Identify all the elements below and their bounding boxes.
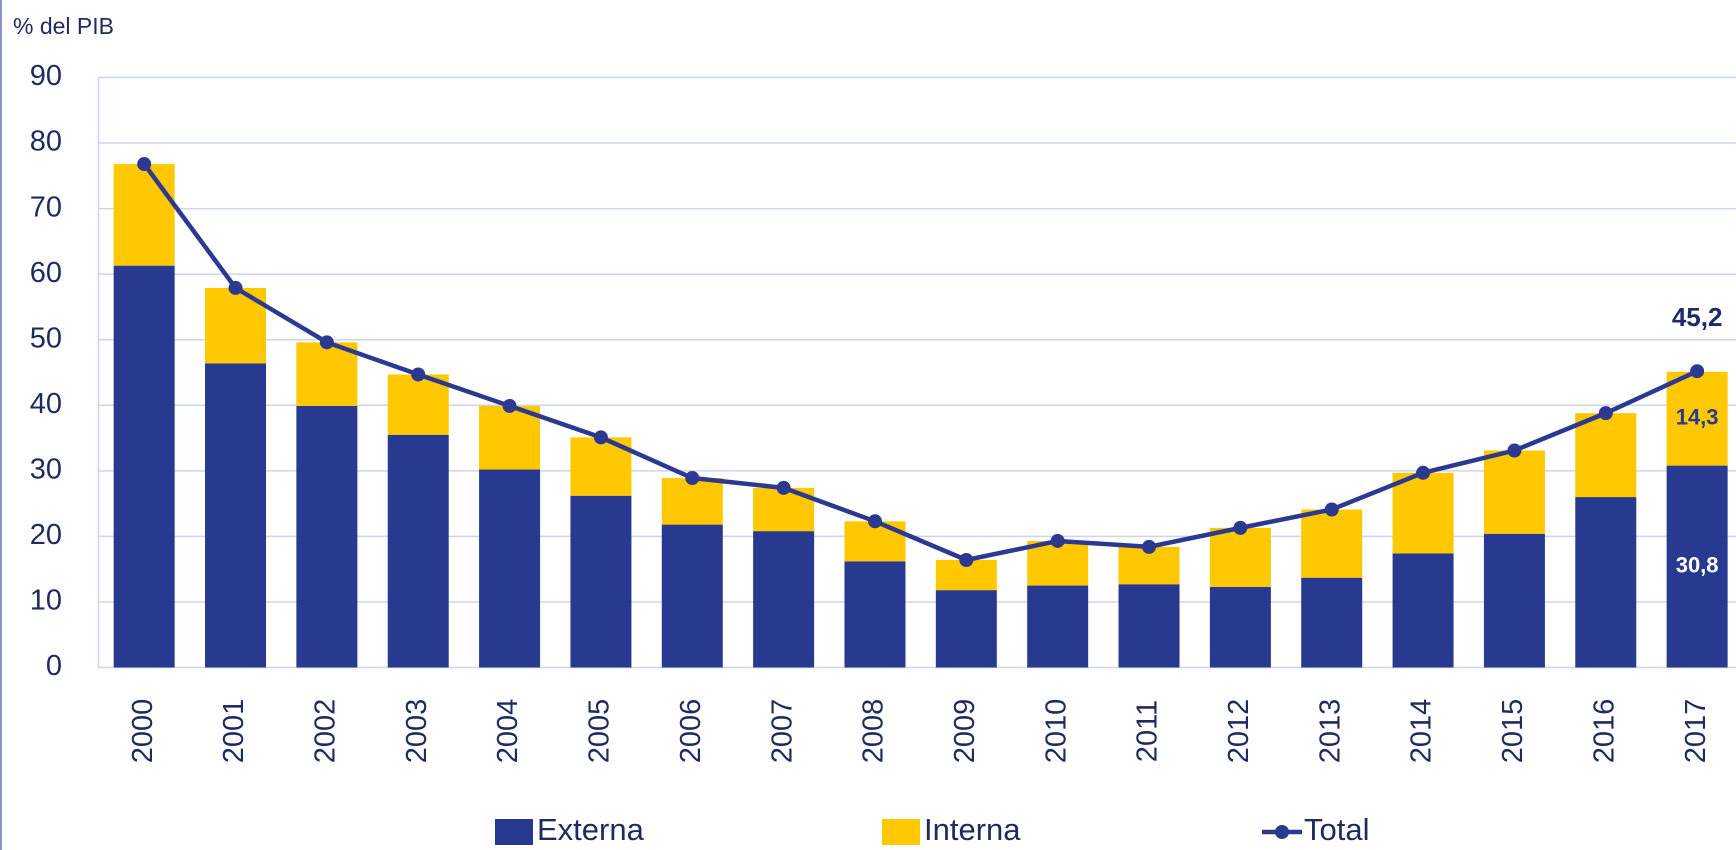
line-marker [1690, 364, 1705, 379]
x-tick-label: 2003 [401, 699, 433, 764]
bar [1027, 585, 1089, 668]
bar-value-label: 30,8 [1676, 552, 1719, 577]
bar [1118, 584, 1180, 668]
legend-label: Total [1304, 812, 1369, 847]
x-tick-label: 2008 [858, 699, 890, 764]
line-marker [1416, 465, 1431, 480]
y-tick-label: 90 [30, 60, 62, 92]
y-axis-label: % del PIB [13, 13, 114, 39]
line-marker [593, 430, 608, 445]
legend-label: Interna [924, 812, 1021, 847]
y-tick-label: 80 [30, 126, 62, 158]
x-tick-label: 2010 [1040, 699, 1072, 764]
x-tick-label: 2002 [310, 699, 342, 764]
line-marker [228, 280, 243, 295]
bar [1666, 371, 1728, 466]
x-tick-label: 2013 [1314, 699, 1346, 764]
bar [661, 524, 723, 668]
legend-swatch [495, 819, 533, 845]
line-value-label: 45,2 [1672, 302, 1723, 332]
bar [1209, 586, 1271, 668]
bar [1209, 527, 1271, 587]
y-tick-label: 60 [30, 257, 62, 289]
line-marker [319, 335, 334, 350]
line-marker [867, 514, 882, 529]
bar [479, 469, 541, 668]
bar [844, 561, 906, 668]
y-tick-label: 50 [30, 322, 62, 354]
line-marker [137, 157, 152, 172]
y-tick-label: 70 [30, 191, 62, 223]
legend-swatch [882, 819, 920, 845]
x-tick-label: 2004 [492, 699, 524, 764]
legend-label: Externa [537, 812, 645, 847]
bar [1027, 540, 1089, 586]
bar [296, 342, 358, 406]
line-marker [1598, 406, 1613, 421]
x-tick-label: 2000 [127, 699, 159, 764]
bar [296, 405, 358, 668]
bar [387, 374, 449, 435]
line-marker [1142, 539, 1157, 554]
x-tick-label: 2012 [1223, 699, 1255, 764]
y-tick-label: 40 [30, 388, 62, 420]
bar [1301, 509, 1363, 578]
x-tick-label: 2001 [218, 699, 250, 764]
bar-value-label: 14,3 [1676, 405, 1719, 430]
bar [205, 363, 267, 668]
bar [1301, 577, 1363, 668]
bar [935, 590, 997, 668]
x-tick-label: 2015 [1497, 699, 1529, 764]
line-marker [411, 367, 426, 382]
y-tick-label: 20 [30, 519, 62, 551]
x-tick-label: 2014 [1406, 699, 1438, 764]
bar [753, 531, 815, 668]
line-marker [502, 398, 517, 413]
x-tick-label: 2007 [766, 699, 798, 764]
x-tick-label: 2011 [1132, 700, 1164, 762]
bar [479, 405, 541, 470]
bar [1483, 533, 1545, 668]
bar [661, 478, 723, 525]
legend-marker [1275, 825, 1289, 839]
x-tick-label: 2009 [949, 699, 981, 764]
line-marker [776, 480, 791, 495]
line-marker [959, 552, 974, 567]
line-marker [1050, 533, 1065, 548]
line-marker [1507, 443, 1522, 458]
y-tick-label: 30 [30, 453, 62, 485]
bar [1483, 450, 1545, 534]
bar [1666, 465, 1728, 668]
bar [1575, 497, 1637, 668]
line-marker [1324, 502, 1339, 517]
x-tick-label: 2005 [584, 699, 616, 764]
bar [1392, 553, 1454, 668]
bar [387, 434, 449, 668]
bar [113, 164, 175, 266]
y-tick-label: 10 [30, 585, 62, 617]
line-marker [1233, 520, 1248, 535]
bar [570, 495, 632, 668]
x-tick-label: 2006 [675, 699, 707, 764]
x-tick-label: 2017 [1680, 699, 1712, 764]
line-marker [685, 471, 700, 486]
bar [1575, 413, 1637, 498]
bar [113, 265, 175, 668]
line [142, 162, 1699, 563]
y-tick-label: 0 [46, 650, 62, 682]
bar [1392, 472, 1454, 554]
x-tick-label: 2016 [1588, 699, 1620, 764]
